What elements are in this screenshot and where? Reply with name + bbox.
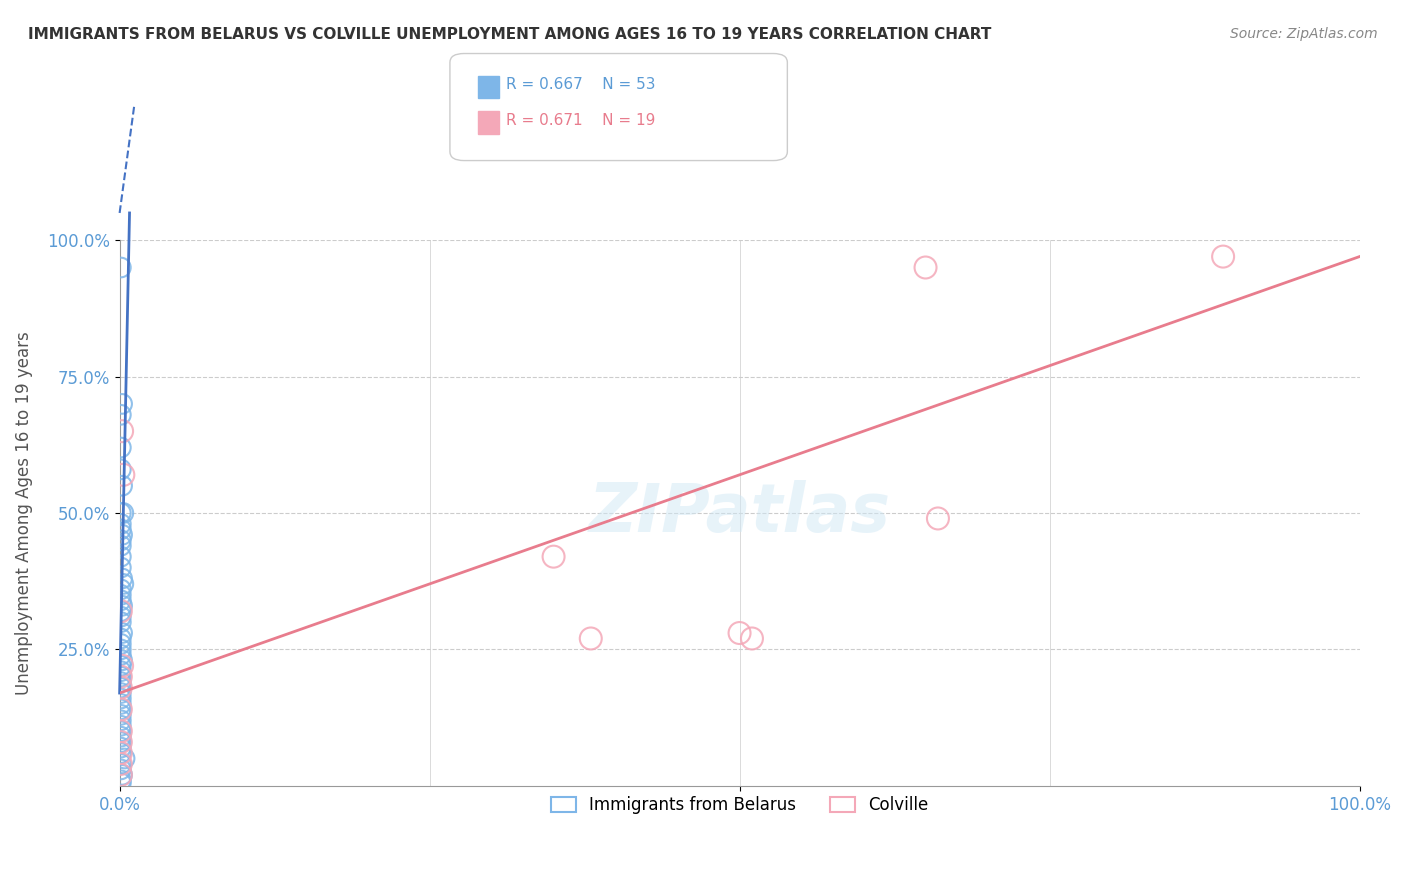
Text: Source: ZipAtlas.com: Source: ZipAtlas.com xyxy=(1230,27,1378,41)
Point xyxy=(110,740,132,755)
Point xyxy=(111,424,134,438)
Point xyxy=(110,462,132,476)
Point xyxy=(111,397,134,411)
Point xyxy=(1212,250,1234,264)
Point xyxy=(110,756,132,771)
Point xyxy=(543,549,565,564)
Point xyxy=(110,697,132,711)
Point xyxy=(110,776,132,790)
Point xyxy=(110,615,132,629)
Point xyxy=(927,511,949,525)
Point xyxy=(110,746,132,760)
Point xyxy=(114,751,136,765)
Point xyxy=(741,632,763,646)
Point xyxy=(110,539,132,553)
Point xyxy=(110,702,132,716)
Point xyxy=(110,714,132,728)
Point xyxy=(111,653,134,667)
Point xyxy=(110,675,132,690)
Point xyxy=(110,604,132,618)
Y-axis label: Unemployment Among Ages 16 to 19 years: Unemployment Among Ages 16 to 19 years xyxy=(15,331,32,695)
Point xyxy=(110,724,132,739)
Point xyxy=(110,735,132,749)
Point xyxy=(110,588,132,602)
Point xyxy=(111,479,134,493)
Point xyxy=(110,516,132,531)
Text: R = 0.671    N = 19: R = 0.671 N = 19 xyxy=(506,113,655,128)
Point xyxy=(110,604,132,618)
Point xyxy=(110,260,132,275)
Point xyxy=(110,702,132,716)
Point xyxy=(112,467,135,482)
Text: ZIPatlas: ZIPatlas xyxy=(589,480,890,546)
Point xyxy=(110,681,132,695)
Point xyxy=(110,768,132,782)
Point xyxy=(110,560,132,574)
Point xyxy=(110,648,132,662)
Point xyxy=(110,582,132,597)
Point xyxy=(110,773,132,788)
Point xyxy=(110,686,132,700)
Point xyxy=(111,599,134,613)
Point xyxy=(728,626,751,640)
Point xyxy=(110,730,132,744)
Point xyxy=(110,735,132,749)
Point xyxy=(110,664,132,678)
Point xyxy=(112,506,135,520)
Point xyxy=(110,549,132,564)
Legend: Immigrants from Belarus, Colville: Immigrants from Belarus, Colville xyxy=(544,789,935,822)
Point xyxy=(110,724,132,739)
Point xyxy=(110,441,132,455)
Point xyxy=(111,768,134,782)
Point xyxy=(110,609,132,624)
Point xyxy=(110,746,132,760)
Point xyxy=(110,637,132,651)
Point xyxy=(110,533,132,548)
Point xyxy=(112,577,135,591)
Point xyxy=(110,658,132,673)
Point xyxy=(110,522,132,536)
Point xyxy=(110,632,132,646)
Point xyxy=(110,763,132,777)
Point xyxy=(110,670,132,684)
Point xyxy=(110,756,132,771)
Point xyxy=(111,626,134,640)
Point xyxy=(110,691,132,706)
Point xyxy=(111,572,134,586)
Text: IMMIGRANTS FROM BELARUS VS COLVILLE UNEMPLOYMENT AMONG AGES 16 TO 19 YEARS CORRE: IMMIGRANTS FROM BELARUS VS COLVILLE UNEM… xyxy=(28,27,991,42)
Point xyxy=(111,658,134,673)
Point xyxy=(110,642,132,657)
Point xyxy=(110,506,132,520)
Text: R = 0.667    N = 53: R = 0.667 N = 53 xyxy=(506,78,655,92)
Point xyxy=(110,719,132,733)
Point xyxy=(914,260,936,275)
Point xyxy=(111,528,134,542)
Point xyxy=(110,681,132,695)
Point xyxy=(110,593,132,607)
Point xyxy=(110,707,132,722)
Point xyxy=(110,670,132,684)
Point xyxy=(579,632,602,646)
Point xyxy=(110,408,132,422)
